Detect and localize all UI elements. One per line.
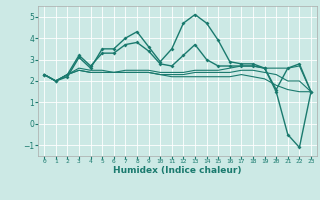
X-axis label: Humidex (Indice chaleur): Humidex (Indice chaleur) xyxy=(113,166,242,175)
